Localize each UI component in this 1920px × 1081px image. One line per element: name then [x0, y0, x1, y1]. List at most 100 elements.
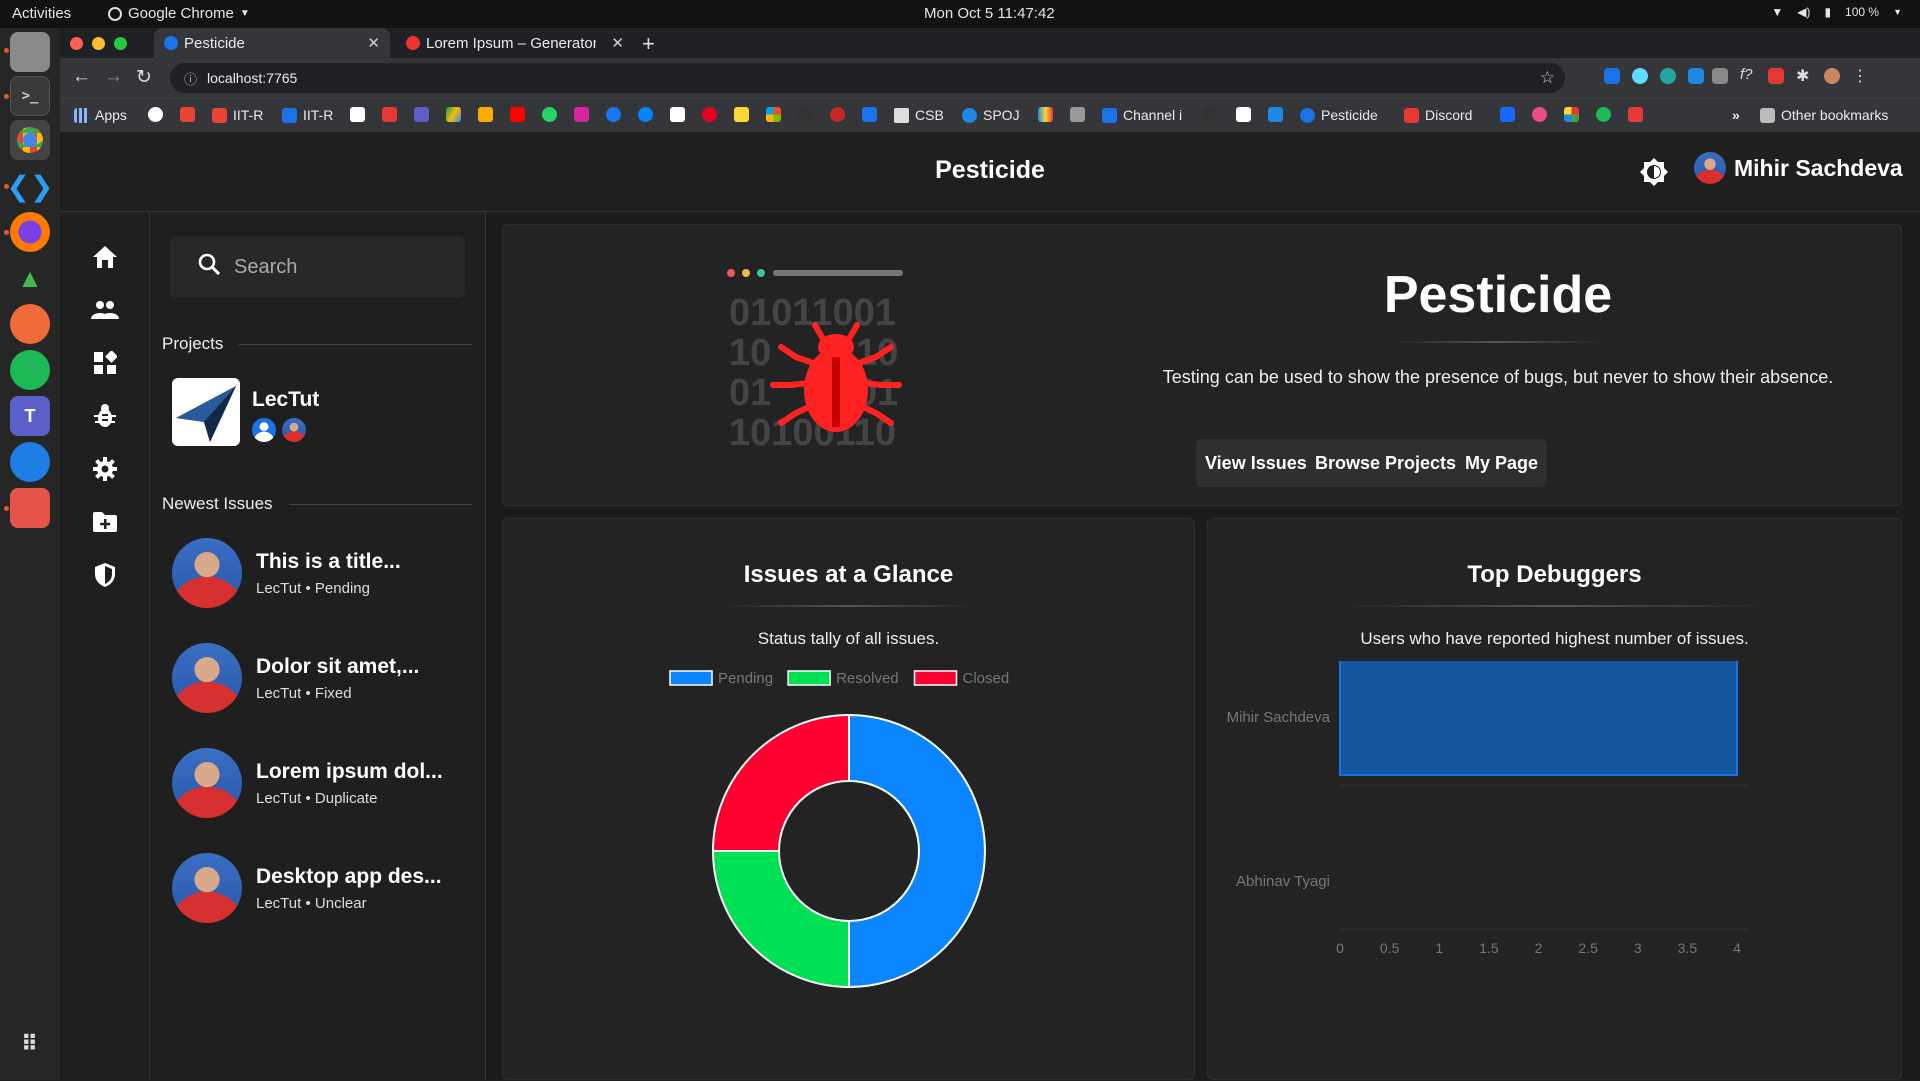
- rocket-icon[interactable]: ▲: [17, 262, 43, 293]
- minimize-window-button[interactable]: [92, 37, 105, 50]
- bookmark-dribbble[interactable]: [1532, 107, 1547, 122]
- fx-extension-icon[interactable]: f?: [1740, 66, 1753, 83]
- chrome-icon[interactable]: [10, 120, 50, 160]
- close-window-button[interactable]: [70, 37, 83, 50]
- bookmark-github[interactable]: [798, 107, 813, 122]
- shield-icon[interactable]: [88, 558, 122, 592]
- bookmark-apps[interactable]: Apps: [74, 107, 127, 123]
- bookmark-facebook[interactable]: [606, 107, 621, 122]
- my-page-button[interactable]: My Page: [1456, 439, 1548, 487]
- extension-icon[interactable]: [1660, 68, 1676, 84]
- bookmark-keep[interactable]: [478, 107, 493, 122]
- bookmark-pesticide[interactable]: Pesticide: [1300, 107, 1378, 123]
- view-issues-button[interactable]: View Issues: [1196, 439, 1316, 487]
- bookmark-channel-i[interactable]: Channel i: [1102, 107, 1182, 123]
- bookmark-extra[interactable]: [1628, 107, 1643, 122]
- bookmark-extra[interactable]: [414, 107, 429, 122]
- bookmark-spoj[interactable]: SPOJ: [962, 107, 1020, 123]
- bookmark-youtube[interactable]: [510, 107, 525, 122]
- close-tab-icon[interactable]: ✕: [367, 35, 380, 52]
- browse-projects-button[interactable]: Browse Projects: [1306, 439, 1466, 487]
- bookmark-extra[interactable]: [862, 107, 877, 122]
- bookmark-spotify[interactable]: [1596, 107, 1611, 122]
- firefox-icon[interactable]: [10, 212, 50, 252]
- issue-item[interactable]: This is a title... LecTut • Pending: [172, 538, 401, 608]
- theme-toggle-button[interactable]: [1638, 156, 1670, 188]
- screenshot-icon[interactable]: [10, 488, 50, 528]
- back-icon[interactable]: ←: [72, 66, 91, 87]
- teams-icon[interactable]: T: [10, 396, 50, 436]
- tab-pesticide[interactable]: Pesticide ✕: [154, 28, 390, 58]
- app-menu[interactable]: Google Chrome ▼: [108, 5, 250, 22]
- bookmark-extra[interactable]: [734, 107, 749, 122]
- terminal-icon[interactable]: >_: [10, 76, 50, 116]
- react-devtools-icon[interactable]: [1632, 68, 1648, 84]
- kebab-menu-icon[interactable]: ⋮: [1852, 68, 1868, 85]
- extension-icon[interactable]: [1604, 68, 1620, 84]
- dashboard-icon[interactable]: [88, 346, 122, 380]
- bookmarks-overflow-button[interactable]: »: [1732, 107, 1740, 123]
- project-card[interactable]: LecTut: [172, 378, 319, 446]
- bookmark-pinterest[interactable]: [702, 107, 717, 122]
- issue-item[interactable]: Lorem ipsum dol... LecTut • Duplicate: [172, 748, 443, 818]
- new-tab-button[interactable]: +: [642, 31, 655, 56]
- bookmark-amazon[interactable]: [670, 107, 685, 122]
- bookmark-extra[interactable]: [830, 107, 845, 122]
- vscode-icon[interactable]: ❮❯: [6, 170, 54, 202]
- system-tray[interactable]: ▼ ◀) ▮ 100 % ▼: [1771, 5, 1902, 19]
- bookmark-csb[interactable]: CSB: [894, 107, 944, 123]
- activities-button[interactable]: Activities: [12, 5, 72, 22]
- user-menu[interactable]: Mihir Sachdeva: [1694, 152, 1903, 184]
- forward-icon[interactable]: →: [104, 66, 123, 87]
- search-box[interactable]: [170, 236, 465, 298]
- bookmark-extra[interactable]: [350, 107, 365, 122]
- bookmark-extra[interactable]: [1236, 107, 1251, 122]
- bookmark-extra[interactable]: [1268, 107, 1283, 122]
- extension-icon[interactable]: [1712, 68, 1728, 84]
- bug-icon[interactable]: [88, 399, 122, 433]
- bookmark-extra[interactable]: [1564, 107, 1579, 122]
- extension-icon[interactable]: [1768, 68, 1784, 84]
- bookmark-extra[interactable]: [382, 107, 397, 122]
- teamviewer-icon[interactable]: [10, 442, 50, 482]
- puzzle-icon[interactable]: ✱: [1796, 68, 1810, 85]
- search-input[interactable]: [234, 255, 434, 279]
- close-tab-icon[interactable]: ✕: [611, 35, 624, 52]
- bookmark-discord[interactable]: Discord: [1404, 107, 1472, 123]
- files-icon[interactable]: [10, 32, 50, 72]
- bookmark-google[interactable]: [148, 107, 163, 122]
- bookmark-messenger[interactable]: [638, 107, 653, 122]
- home-icon[interactable]: [88, 240, 122, 274]
- other-bookmarks[interactable]: Other bookmarks: [1760, 107, 1888, 123]
- info-icon[interactable]: ⓘ: [184, 71, 198, 87]
- app-grid-icon[interactable]: ⠿: [20, 1031, 40, 1056]
- postman-icon[interactable]: [10, 304, 50, 344]
- bookmark-gmail[interactable]: [180, 107, 195, 122]
- bookmark-iitr-1[interactable]: IIT-R: [212, 107, 263, 123]
- tab-lorem-ipsum[interactable]: Lorem Ipsum – Generator ✕: [396, 28, 634, 58]
- spotify-icon[interactable]: [10, 350, 50, 390]
- bookmark-star-icon[interactable]: ☆: [1539, 68, 1555, 87]
- address-bar[interactable]: ⓘ localhost:7765 ☆: [170, 63, 1565, 93]
- bookmark-microsoft[interactable]: [766, 107, 781, 122]
- bookmark-whatsapp[interactable]: [542, 107, 557, 122]
- bookmark-iitr-2[interactable]: IIT-R: [282, 107, 333, 123]
- member-avatar[interactable]: [252, 418, 276, 442]
- extension-icon[interactable]: [1688, 68, 1704, 84]
- bookmark-instagram[interactable]: [574, 107, 589, 122]
- issue-item[interactable]: Dolor sit amet,... LecTut • Fixed: [172, 643, 419, 713]
- reload-icon[interactable]: ↻: [136, 67, 152, 88]
- users-icon[interactable]: [88, 293, 122, 327]
- settings-gear-icon[interactable]: [88, 452, 122, 486]
- add-folder-icon[interactable]: [88, 505, 122, 539]
- profile-avatar-icon[interactable]: [1824, 68, 1840, 84]
- issue-item[interactable]: Desktop app des... LecTut • Unclear: [172, 853, 442, 923]
- clock[interactable]: Mon Oct 5 11:47:42: [924, 5, 1055, 22]
- bookmark-extra[interactable]: [1038, 107, 1053, 122]
- member-avatar[interactable]: [282, 418, 306, 442]
- bookmark-extra[interactable]: [1202, 107, 1217, 122]
- maximize-window-button[interactable]: [114, 37, 127, 50]
- bookmark-extra[interactable]: [1070, 107, 1085, 122]
- bookmark-behance[interactable]: [1500, 107, 1515, 122]
- bookmark-drive[interactable]: [446, 107, 461, 122]
